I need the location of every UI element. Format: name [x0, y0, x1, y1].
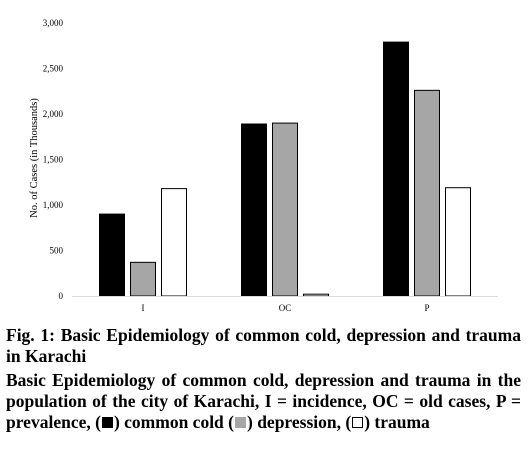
y-tick-label: 1,500	[43, 155, 64, 165]
x-tick-label: P	[424, 303, 429, 313]
description-text-1: Basic Epidemiology of common cold, depre…	[6, 370, 521, 432]
description-text-4: ) trauma	[364, 412, 430, 432]
bar-p-series-2	[414, 89, 440, 297]
bar-oc-series-1	[241, 123, 267, 297]
bar-i-series-1	[99, 213, 125, 297]
y-axis-label: No. of Cases (in Thousands)	[29, 98, 40, 218]
white-square-swatch	[352, 417, 364, 428]
description-text-3: ) depression, (	[247, 412, 352, 432]
figure-title: Fig. 1: Basic Epidemiology of common col…	[6, 325, 521, 366]
x-tick-label: OC	[279, 303, 292, 313]
bar-chart: No. of Cases (in Thousands) 0 500 1,000 1,5…	[29, 18, 498, 313]
x-tick-label: I	[142, 303, 145, 313]
y-tick-label: 1,000	[43, 200, 64, 210]
bar-i-series-2	[130, 261, 156, 297]
y-tick-label: 3,000	[43, 18, 64, 28]
y-tick-label: 0	[59, 291, 64, 301]
figure-description: Basic Epidemiology of common cold, depre…	[6, 370, 521, 433]
description-text-2: ) common cold (	[113, 412, 234, 432]
y-tick-label: 500	[50, 246, 64, 256]
bars	[99, 41, 471, 297]
bar-p-series-1	[383, 41, 409, 297]
bar-oc-series-3	[303, 293, 329, 297]
x-ticks: I OC P	[142, 303, 430, 313]
bar-i-series-3	[161, 188, 187, 297]
gray-square-swatch	[235, 417, 246, 428]
bar-oc-series-2	[272, 122, 298, 297]
bar-p-series-3	[445, 187, 471, 297]
black-square-swatch	[101, 417, 113, 428]
y-tick-label: 2,500	[43, 64, 64, 74]
y-tick-label: 2,000	[43, 109, 64, 119]
y-ticks: 0 500 1,000 1,500 2,000 2,500 3,000	[43, 18, 64, 301]
